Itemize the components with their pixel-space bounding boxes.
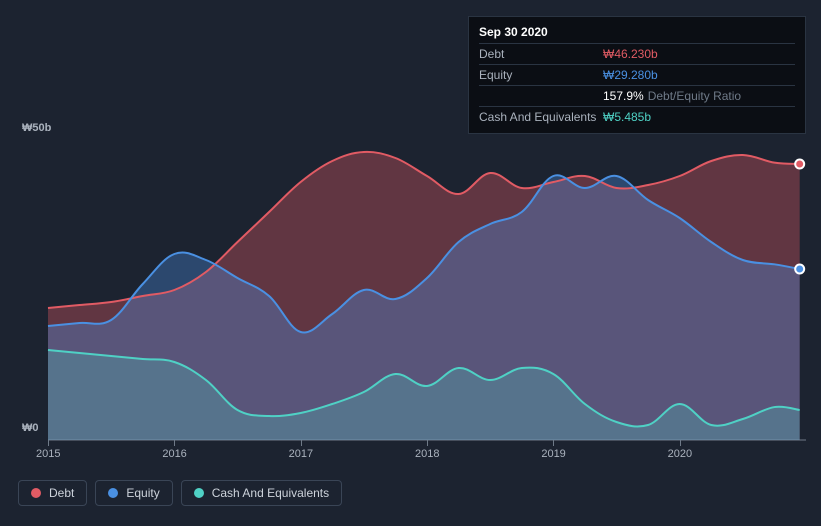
- legend-item-cash[interactable]: Cash And Equivalents: [181, 480, 342, 506]
- x-axis-label: 2016: [162, 448, 186, 460]
- tooltip-label: [479, 89, 603, 103]
- tooltip-row-equity: Equity ₩29.280b: [479, 64, 795, 85]
- legend-dot-icon: [108, 488, 118, 498]
- legend-label: Equity: [126, 486, 159, 500]
- x-axis-label: 2015: [36, 448, 60, 460]
- tooltip-label: Debt: [479, 47, 603, 61]
- x-axis-tick: [48, 440, 49, 446]
- legend-label: Cash And Equivalents: [212, 486, 329, 500]
- x-axis-label: 2017: [289, 448, 313, 460]
- x-axis-tick: [174, 440, 175, 446]
- tooltip-label: Cash And Equivalents: [479, 110, 603, 124]
- tooltip-date: Sep 30 2020: [479, 23, 795, 43]
- legend-dot-icon: [31, 488, 41, 498]
- legend-item-debt[interactable]: Debt: [18, 480, 87, 506]
- x-axis-label: 2018: [415, 448, 439, 460]
- tooltip-row-debt: Debt ₩46.230b: [479, 43, 795, 64]
- x-axis-label: 2019: [541, 448, 565, 460]
- x-axis-tick: [680, 440, 681, 446]
- chart-legend: Debt Equity Cash And Equivalents: [18, 480, 342, 506]
- x-axis-tick: [427, 440, 428, 446]
- tooltip-row-ratio: 157.9% Debt/Equity Ratio: [479, 85, 795, 106]
- legend-label: Debt: [49, 486, 74, 500]
- x-axis-tick: [301, 440, 302, 446]
- tooltip-extra: Debt/Equity Ratio: [648, 89, 741, 103]
- legend-dot-icon: [194, 488, 204, 498]
- legend-item-equity[interactable]: Equity: [95, 480, 172, 506]
- tooltip-row-cash: Cash And Equivalents ₩5.485b: [479, 106, 795, 127]
- x-axis-tick: [553, 440, 554, 446]
- chart-tooltip: Sep 30 2020 Debt ₩46.230b Equity ₩29.280…: [468, 16, 806, 134]
- tooltip-value: 157.9%: [603, 89, 644, 103]
- x-axis-label: 2020: [668, 448, 692, 460]
- tooltip-value: ₩46.230b: [603, 47, 658, 61]
- tooltip-value: ₩29.280b: [603, 68, 658, 82]
- tooltip-label: Equity: [479, 68, 603, 82]
- financial-history-chart: Sep 30 2020 Debt ₩46.230b Equity ₩29.280…: [0, 0, 821, 526]
- tooltip-value: ₩5.485b: [603, 110, 651, 124]
